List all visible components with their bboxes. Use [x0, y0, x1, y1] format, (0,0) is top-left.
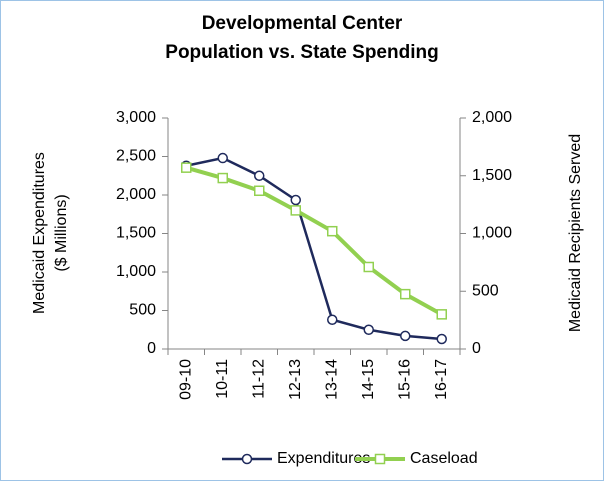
legend-label: Expenditures: [277, 450, 370, 467]
y-axis-label: ($ Millions): [53, 194, 70, 271]
marker: [400, 288, 411, 300]
marker: [290, 205, 301, 216]
legend-marker: [374, 453, 386, 465]
marker: [327, 314, 338, 325]
x-tick-label: 16-17: [433, 359, 450, 400]
y2-axis-label: Medicaid Recipients Served: [567, 134, 584, 332]
x-tick-label: 15-16: [396, 359, 413, 400]
marker: [363, 324, 374, 335]
chart-title: Population vs. State Spending: [165, 42, 438, 63]
series-line: [185, 165, 443, 317]
y-tick-label: 0: [147, 340, 156, 357]
y-tick-label: 1,500: [116, 225, 156, 242]
marker: [217, 172, 228, 184]
y-tick-label: 1,500: [472, 167, 512, 184]
y-tick-label: 0: [472, 340, 481, 357]
y-tick-label: 3,000: [116, 109, 156, 126]
marker: [290, 194, 301, 206]
marker: [254, 170, 265, 181]
y-tick-label: 2,500: [116, 148, 156, 165]
legend-marker: [241, 453, 253, 465]
marker: [217, 152, 228, 164]
marker: [436, 309, 447, 320]
y-tick-label: 1,000: [116, 263, 156, 280]
marker: [363, 261, 374, 273]
x-tick-label: 10-11: [214, 359, 231, 399]
x-tick-label: 14-15: [360, 359, 377, 400]
y-axis-label: Medicaid Expenditures: [31, 152, 48, 314]
y-tick-label: 2,000: [116, 186, 156, 203]
x-tick-label: 12-13: [287, 359, 304, 400]
chart-title: Developmental Center: [202, 13, 403, 34]
x-tick-label: 13-14: [323, 359, 340, 400]
marker: [254, 185, 265, 197]
marker: [327, 225, 338, 237]
series-line: [185, 156, 442, 341]
y-tick-label: 1,000: [472, 225, 512, 242]
y-tick-label: 2,000: [472, 109, 512, 126]
marker: [181, 162, 192, 173]
x-tick-label: 09-10: [177, 359, 194, 400]
x-tick-label: 11-12: [250, 359, 267, 399]
legend-label: Caseload: [410, 450, 478, 467]
y-tick-label: 500: [129, 302, 156, 319]
marker: [400, 330, 411, 342]
marker: [436, 333, 447, 345]
y-tick-label: 500: [472, 282, 499, 299]
